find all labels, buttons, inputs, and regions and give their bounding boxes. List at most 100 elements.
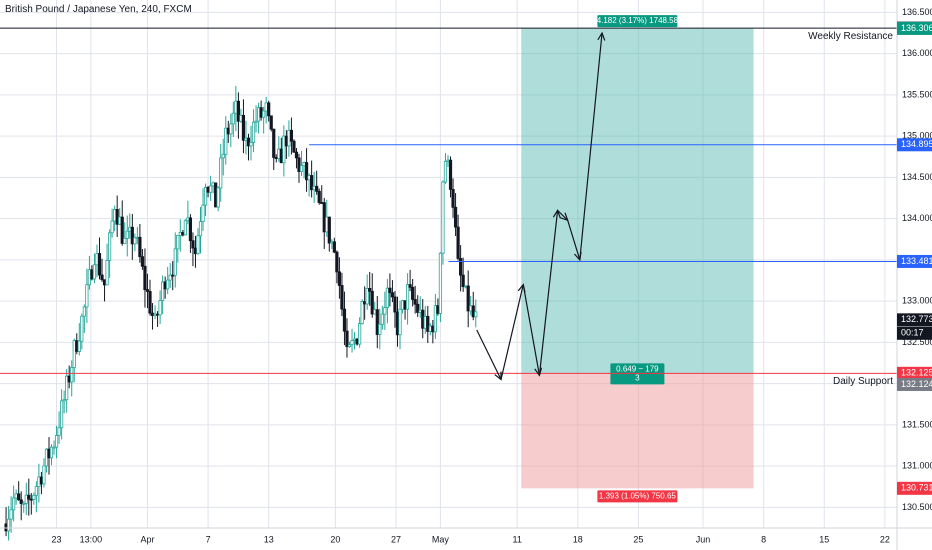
- y-tick-label: 136.000: [902, 48, 932, 58]
- candle-body: [124, 238, 126, 243]
- candle: [212, 182, 214, 194]
- candle-body: [73, 341, 75, 368]
- candle: [30, 493, 32, 515]
- candle-body: [174, 249, 176, 275]
- candle-body: [131, 227, 133, 244]
- candle: [68, 365, 70, 388]
- candle-body: [101, 275, 103, 280]
- candle-body: [220, 158, 222, 188]
- candle-body: [262, 111, 264, 117]
- x-tick-label: 20: [330, 534, 340, 544]
- candle: [427, 306, 429, 343]
- candle-body: [310, 176, 312, 190]
- x-tick-label: 8: [761, 534, 766, 544]
- candle: [225, 116, 227, 165]
- candle: [283, 125, 285, 176]
- candle-body: [293, 141, 295, 152]
- candle-body: [242, 115, 244, 140]
- y-tick-label: 130.500: [902, 502, 932, 512]
- candle-body: [439, 253, 441, 313]
- candle: [371, 273, 373, 317]
- candle-body: [184, 221, 186, 235]
- candle-body: [409, 285, 411, 288]
- candle: [43, 458, 45, 487]
- x-tick-label: 27: [391, 534, 401, 544]
- projection-arrow-0[interactable]: [477, 330, 501, 380]
- candle: [462, 258, 464, 292]
- candle: [321, 185, 323, 203]
- candle-body: [177, 235, 179, 249]
- candle: [86, 269, 88, 323]
- candle-body: [338, 272, 340, 286]
- x-tick-label: 13: [264, 534, 274, 544]
- candle-body: [129, 227, 131, 231]
- candle: [108, 229, 110, 278]
- candle-body: [442, 182, 444, 253]
- candle: [146, 274, 148, 308]
- candle: [449, 156, 451, 197]
- y-tick-label: 131.000: [902, 461, 932, 471]
- candle-body: [401, 301, 403, 310]
- candle-body: [336, 252, 338, 272]
- stop-label-text: 1.393 (1.05%) 750.65: [599, 491, 676, 500]
- candle: [457, 215, 459, 261]
- candle: [50, 444, 52, 465]
- candle-body: [222, 154, 224, 158]
- candle-body: [247, 138, 249, 146]
- candle: [172, 261, 174, 290]
- candle: [285, 130, 287, 159]
- candle-body: [38, 477, 40, 487]
- candle-body: [17, 494, 19, 500]
- candle-body: [255, 121, 257, 122]
- candle: [131, 214, 133, 260]
- profit-zone[interactable]: [521, 28, 753, 373]
- candle: [464, 285, 466, 288]
- price-badge-text: 134.895: [901, 139, 932, 149]
- candle: [411, 279, 413, 306]
- candle: [7, 506, 9, 541]
- candle-body: [43, 466, 45, 484]
- candle: [166, 267, 168, 294]
- candles: [5, 86, 477, 541]
- candle-body: [204, 187, 206, 205]
- candle-body: [237, 101, 239, 121]
- candle: [424, 306, 426, 334]
- candle: [217, 186, 219, 211]
- candle: [45, 448, 47, 472]
- candle: [265, 97, 267, 124]
- candle: [447, 155, 449, 167]
- candle-body: [146, 290, 148, 292]
- candle: [290, 118, 292, 155]
- candle: [432, 320, 434, 343]
- candle: [88, 256, 90, 290]
- loss-zone[interactable]: [521, 373, 753, 488]
- candle: [81, 314, 83, 350]
- candle-body: [313, 186, 315, 189]
- candle-body: [323, 203, 325, 232]
- candle-body: [235, 101, 237, 113]
- candle-body: [76, 341, 78, 352]
- candle-body: [23, 503, 25, 504]
- candle: [343, 292, 345, 346]
- candle: [126, 216, 128, 257]
- candle: [184, 219, 186, 235]
- candle-body: [55, 435, 57, 447]
- candle-body: [321, 203, 323, 204]
- candle: [113, 206, 115, 232]
- price-badge-text: 133.481: [901, 256, 932, 266]
- level-label-0: Weekly Resistance: [808, 31, 893, 42]
- horizontal-levels[interactable]: Weekly Resistance Daily Support: [0, 28, 897, 387]
- candle: [257, 103, 259, 134]
- candle-body: [207, 187, 209, 192]
- candle: [116, 195, 118, 236]
- candle-body: [50, 447, 52, 458]
- candle: [207, 186, 209, 197]
- candle-body: [144, 266, 146, 289]
- candle-body: [267, 103, 269, 116]
- candle-body: [389, 288, 391, 293]
- price-badge: 132.773: [897, 313, 932, 326]
- candle: [245, 121, 247, 155]
